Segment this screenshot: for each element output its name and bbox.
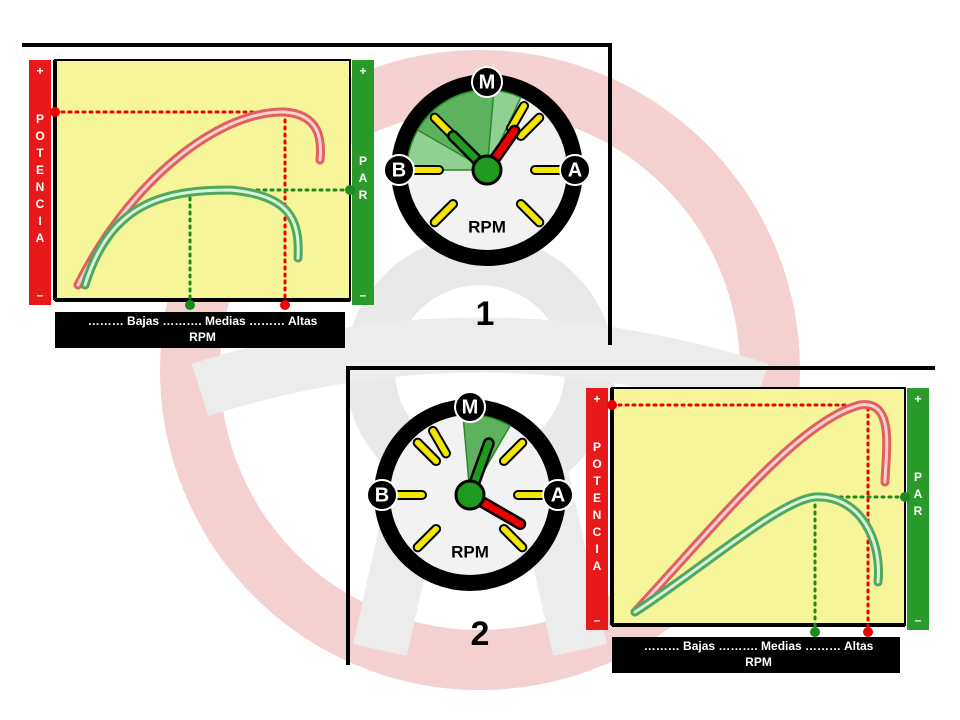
guide-dot (185, 300, 195, 310)
curve-highlight (633, 495, 880, 614)
chart-area (54, 59, 351, 301)
gauge-letter: B (392, 159, 406, 181)
gauge-hub (471, 154, 503, 186)
gauge-tick (430, 427, 449, 457)
guide-dot (50, 107, 60, 117)
gauge-label: RPM (451, 542, 489, 561)
gauge-tick (500, 439, 526, 465)
gauge-tick (517, 114, 543, 140)
gauge-letter: M (479, 71, 496, 93)
gauge-letter: A (551, 484, 565, 506)
torque-bar (907, 388, 929, 630)
gauge-badge (542, 479, 574, 511)
bar-minus: – (594, 613, 601, 627)
bar-plus: + (36, 64, 43, 78)
guide-line (610, 403, 870, 634)
frame-line (346, 366, 935, 665)
gauge-label: RPM (468, 217, 506, 236)
gauge-tick (508, 102, 527, 132)
gauge-badge (454, 391, 486, 423)
bar-plus: + (359, 64, 366, 78)
gauge-badge (559, 154, 591, 186)
bar-minus: – (915, 613, 922, 627)
gauge-tick (500, 525, 526, 551)
frame-line (22, 43, 612, 345)
rpm-zones: ……… Bajas ………. Medias ……… Altas (644, 639, 874, 653)
gauge-tick (414, 439, 440, 465)
panel-number: 2 (471, 615, 490, 653)
rpm-bar (55, 312, 345, 348)
gauge-badge (471, 66, 503, 98)
gauge-letter: A (568, 159, 582, 181)
gauge-badge (366, 479, 398, 511)
rpm-label: RPM (745, 655, 772, 669)
gauge-tick (431, 200, 457, 226)
gauge-badge (383, 154, 415, 186)
power-bar (29, 60, 51, 305)
guide-dot (280, 300, 290, 310)
guide-dot (607, 400, 617, 410)
gauge-letter: B (375, 484, 389, 506)
gauge-hub (454, 479, 486, 511)
gauge-tick (414, 525, 440, 551)
rpm-label: RPM (189, 330, 216, 344)
bar-minus: – (360, 288, 367, 302)
bar-plus: + (914, 392, 921, 406)
gauge-tick (517, 200, 543, 226)
guide-dot (863, 627, 873, 637)
panel-number: 1 (476, 295, 495, 333)
gauge-letter: M (462, 396, 479, 418)
guide-dot (900, 492, 910, 502)
torque-bar (352, 60, 374, 305)
rpm-zones: ……… Bajas ………. Medias ……… Altas (88, 314, 318, 328)
curve-highlight (83, 188, 300, 287)
power-bar (586, 388, 608, 630)
bar-minus: – (37, 288, 44, 302)
rpm-bar (612, 637, 900, 673)
bar-plus: + (593, 392, 600, 406)
curve-highlight (633, 403, 889, 614)
guide-dot (345, 185, 355, 195)
guide-dot (810, 627, 820, 637)
